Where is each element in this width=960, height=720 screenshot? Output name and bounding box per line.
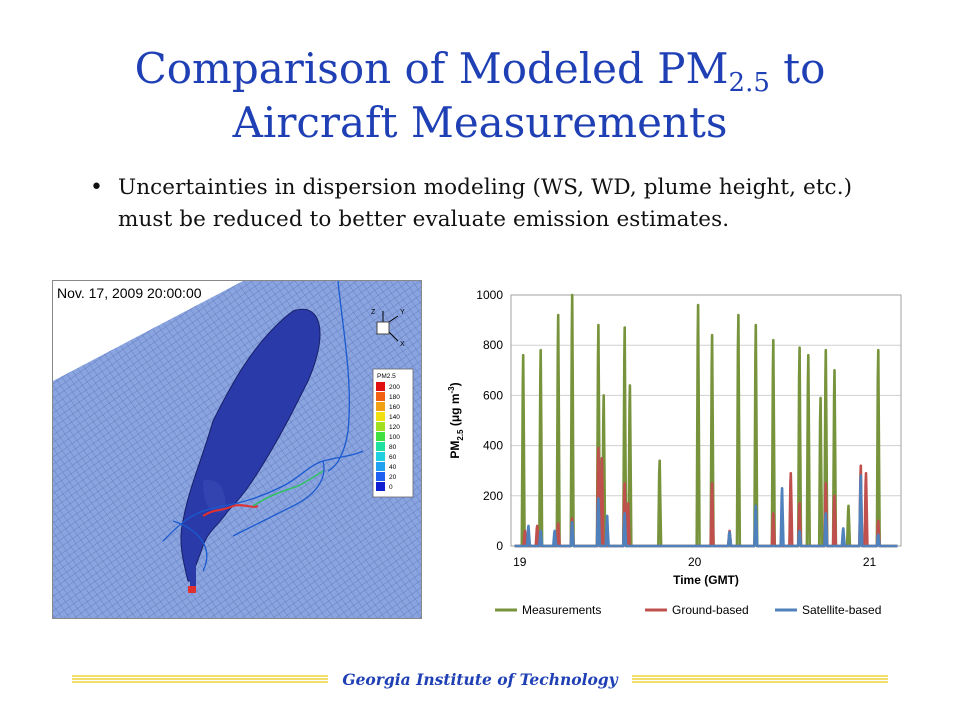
title-line1-a: Comparison of Modeled PM — [134, 44, 729, 93]
y-tick-label: 1000 — [476, 288, 503, 302]
legend-value: 200 — [389, 384, 400, 391]
legend-swatch — [376, 432, 385, 441]
legend-label: Measurements — [522, 603, 601, 617]
x-tick-label: 20 — [688, 555, 702, 569]
series-line-measurements — [514, 293, 898, 548]
axis-label-x: X — [400, 341, 405, 348]
legend-label: Ground-based — [672, 603, 749, 617]
slide-title: Comparison of Modeled PM2.5 to Aircraft … — [0, 42, 960, 150]
title-line1-b: to — [769, 44, 826, 93]
legend-label: Satellite-based — [802, 603, 881, 617]
legend-value: 140 — [389, 414, 400, 421]
y-axis-title: PM2.5 (μg m-3) — [447, 382, 465, 458]
y-tick-label: 200 — [483, 489, 503, 503]
legend-value: 80 — [389, 444, 397, 451]
plot-frame — [510, 294, 902, 547]
y-tick-label: 600 — [483, 388, 503, 402]
sim-timestamp: Nov. 17, 2009 20:00:00 — [57, 285, 202, 301]
legend-swatch — [376, 452, 385, 461]
legend-swatch — [376, 482, 385, 491]
pm25-time-series-chart: 0 200 400 600 800 1000 19 20 21 Time (GMT) PM2.5 (… — [433, 280, 913, 625]
legend-value: 20 — [389, 474, 397, 481]
dispersion-simulation-image: Nov. 17, 2009 20:00:00 Z Y X PM2.5 200 18… — [52, 280, 422, 619]
axis-triad-icon: Z Y X — [371, 309, 405, 348]
legend-swatch — [376, 442, 385, 451]
bullet-text: Uncertainties in dispersion modeling (WS… — [118, 175, 853, 232]
footer-text: Georgia Institute of Technology — [342, 670, 618, 689]
title-line2: Aircraft Measurements — [232, 98, 728, 147]
legend-swatch — [376, 402, 385, 411]
legend-value: 60 — [389, 454, 397, 461]
footer-bars — [72, 675, 888, 683]
color-legend-title: PM2.5 — [377, 373, 396, 380]
plume-shape — [180, 308, 321, 582]
simulation-svg: Nov. 17, 2009 20:00:00 Z Y X PM2.5 20018… — [53, 281, 421, 618]
axis-label-y: Y — [400, 309, 405, 316]
y-tick-label: 0 — [496, 539, 503, 553]
legend-swatch — [376, 462, 385, 471]
series-line-satellite-based — [514, 474, 898, 548]
x-tick-label: 19 — [513, 555, 527, 569]
title-subscript: 2.5 — [728, 68, 770, 98]
legend-value: 40 — [389, 464, 397, 471]
footer — [0, 668, 960, 692]
y-tick-label: 800 — [483, 338, 503, 352]
legend-swatch — [376, 472, 385, 481]
chart-svg: 0 200 400 600 800 1000 19 20 21 Time (GMT) PM2.5 (… — [447, 288, 902, 617]
legend-value: 0 — [389, 484, 393, 491]
legend-value: 180 — [389, 394, 400, 401]
legend-swatch — [376, 422, 385, 431]
x-axis-title: Time (GMT) — [673, 573, 739, 587]
x-tick-label: 21 — [863, 555, 877, 569]
legend-swatch — [376, 382, 385, 391]
legend-value: 120 — [389, 424, 400, 431]
legend-value: 100 — [389, 434, 400, 441]
legend-swatch — [376, 392, 385, 401]
bullet-symbol: • — [90, 175, 103, 200]
axis-label-z: Z — [371, 309, 376, 316]
legend-value: 160 — [389, 404, 400, 411]
y-tick-label: 400 — [483, 439, 503, 453]
legend-swatch — [376, 412, 385, 421]
flight-track — [162, 281, 364, 572]
